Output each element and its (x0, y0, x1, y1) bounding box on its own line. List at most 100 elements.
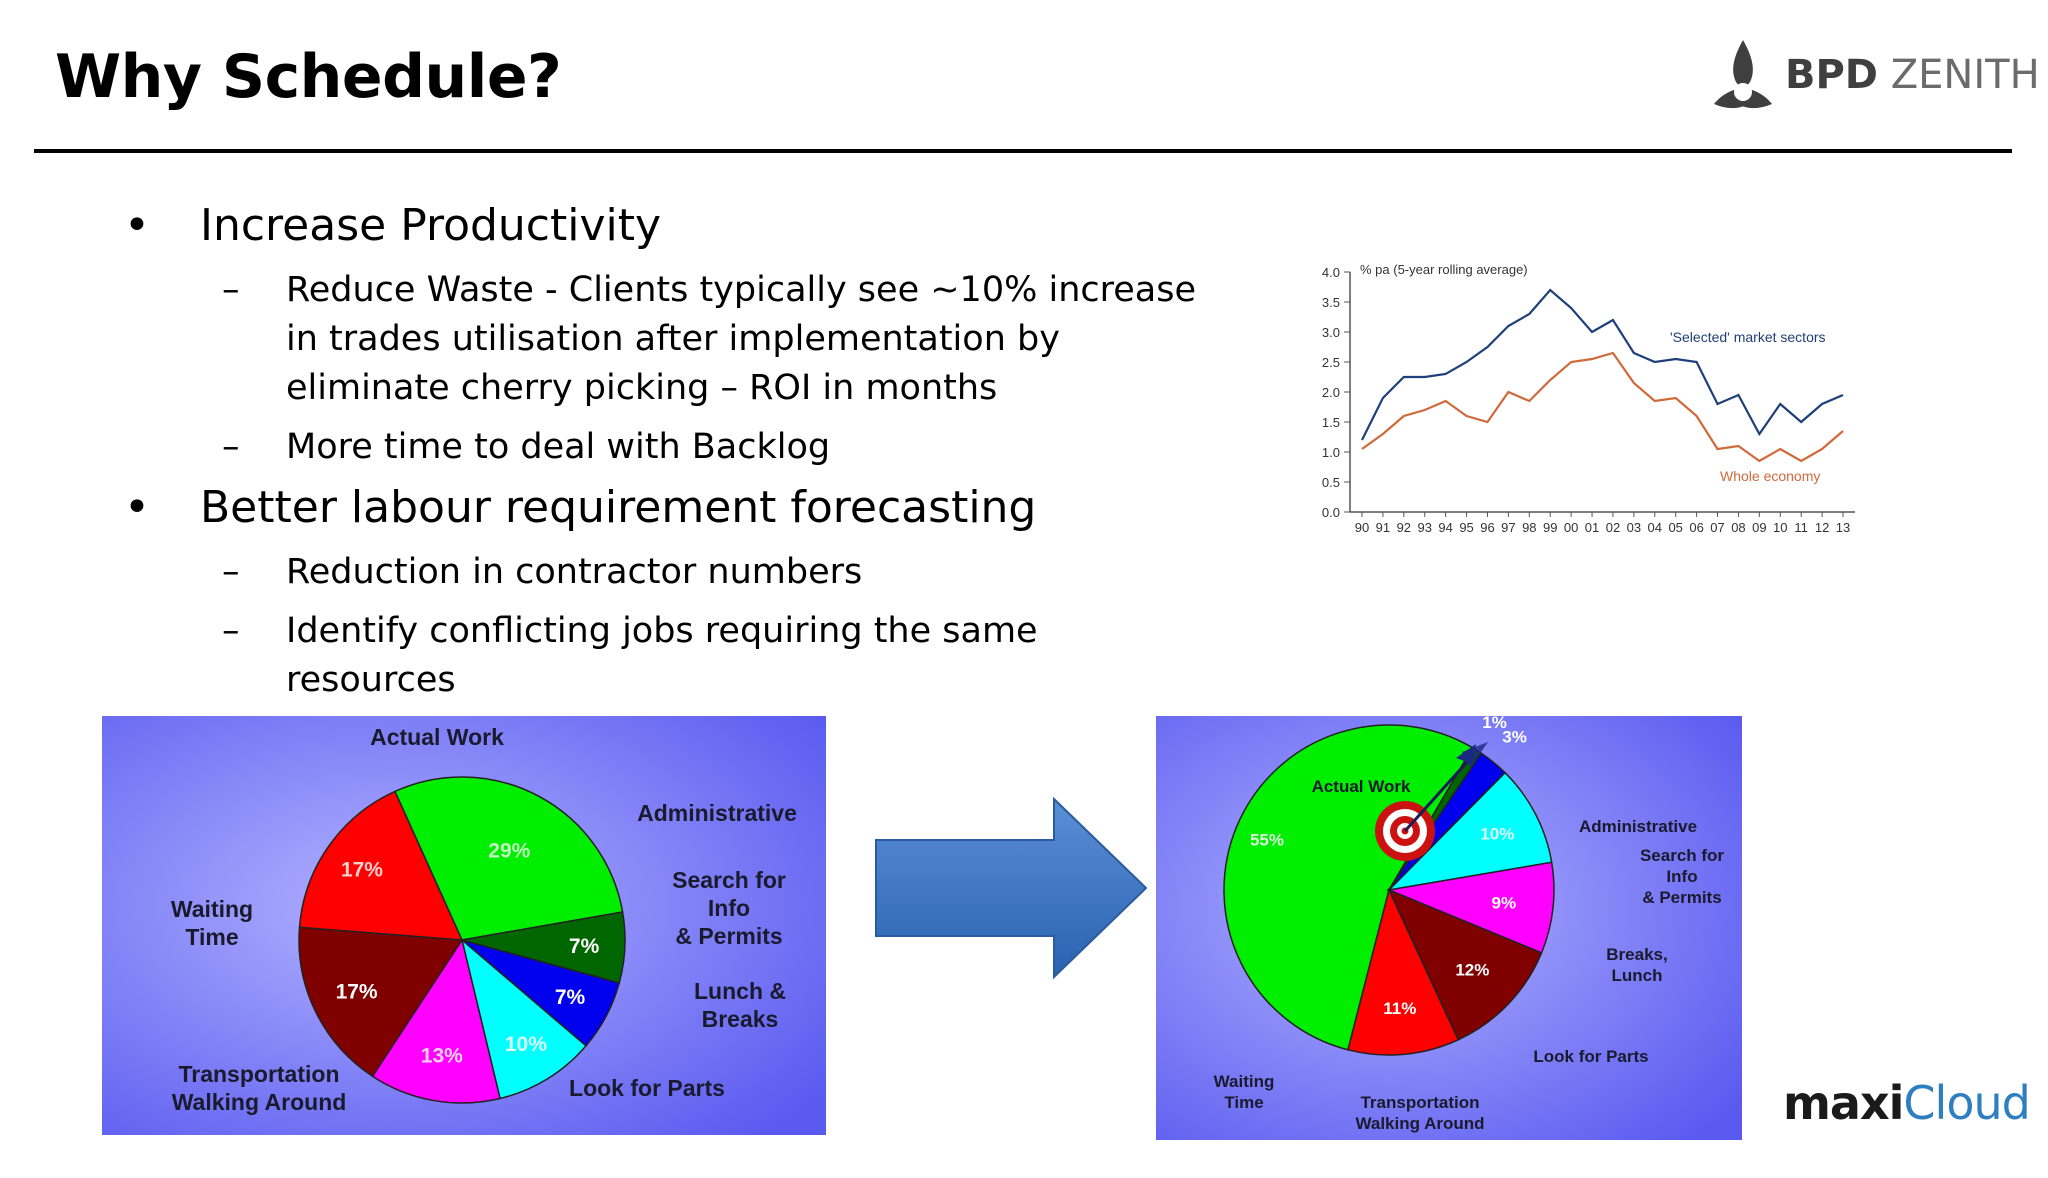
series-label: Whole economy (1720, 468, 1820, 484)
x-tick-label: 01 (1585, 520, 1599, 535)
x-tick-label: 96 (1480, 520, 1494, 535)
pie-value-label: 55% (1250, 830, 1284, 849)
pie-label-transport-line2: Walking Around (1355, 1114, 1484, 1133)
x-tick-label: 09 (1752, 520, 1766, 535)
chart-title: % pa (5-year rolling average) (1360, 262, 1528, 277)
sub-bullet-item: – More time to deal with Backlog (222, 427, 831, 467)
y-tick-label: 1.0 (1322, 445, 1340, 460)
y-tick-label: 3.0 (1322, 325, 1340, 340)
pie-slice (1347, 887, 1460, 1056)
pie-label-search-line3: & Permits (675, 923, 782, 949)
x-tick-label: 07 (1710, 520, 1724, 535)
pie-label-search-line2: Info (1666, 867, 1697, 886)
x-tick-label: 95 (1459, 520, 1473, 535)
page-title: Why Schedule? (55, 42, 562, 112)
pie-value-label: 9% (1491, 894, 1516, 913)
y-tick-label: 0.5 (1322, 475, 1340, 490)
x-tick-label: 06 (1689, 520, 1703, 535)
pie-label-waiting-line1: Waiting (1214, 1072, 1275, 1091)
x-tick-label: 97 (1501, 520, 1515, 535)
pie-slice (393, 776, 624, 941)
pie-label-waiting-line2: Time (185, 924, 238, 950)
pie-chart-before: 29% 7% 7% 10% 13% 17% 17% Actual Work Administ… (102, 716, 826, 1135)
pie-slice (1386, 861, 1555, 954)
pie-slice (298, 790, 464, 941)
y-tick-label: 0.0 (1322, 505, 1340, 520)
logo-wordmark: BPD ZENITH (1785, 52, 2040, 98)
pie-value-label: 10% (505, 1033, 547, 1056)
x-tick-label: 12 (1815, 520, 1829, 535)
sub-bullet-item: – Identify conflicting jobs requiring the… (222, 611, 1038, 700)
title-divider (34, 149, 2012, 153)
pie-label-administrative: Administrative (637, 800, 797, 826)
y-tick-label: 2.5 (1322, 355, 1340, 370)
sub-bullet-item: – Reduction in contractor numbers (222, 552, 863, 592)
x-tick-label: 94 (1438, 520, 1452, 535)
pie-value-label: 10% (1480, 824, 1514, 843)
x-tick-label: 03 (1627, 520, 1641, 535)
pie-label-transport-line1: Transportation (1360, 1093, 1479, 1112)
pie-label-lunch-line1: Lunch & (694, 978, 786, 1004)
x-tick-label: 02 (1606, 520, 1620, 535)
pie-label-actual-work: Actual Work (370, 724, 504, 750)
pie-value-label: 1% (1482, 716, 1507, 732)
x-tick-label: 98 (1522, 520, 1536, 535)
pie-label-search-line1: Search for (672, 867, 786, 893)
x-tick-label: 91 (1376, 520, 1390, 535)
pie-label-waiting-line2: Time (1224, 1093, 1263, 1112)
pie-value-label: 13% (421, 1045, 463, 1068)
x-tick-label: 00 (1564, 520, 1578, 535)
pie-label-search-line2: Info (708, 895, 750, 921)
bullet-item: • Increase Productivity (124, 200, 662, 251)
y-tick-label: 3.5 (1322, 295, 1340, 310)
pie-value-label: 3% (1502, 728, 1527, 747)
pie-label-look-for-parts: Look for Parts (569, 1075, 725, 1101)
trefoil-icon (1714, 40, 1772, 109)
pie-value-label: 12% (1455, 961, 1489, 980)
y-tick-label: 1.5 (1322, 415, 1340, 430)
pie-value-label: 11% (1383, 999, 1416, 1018)
sub-bullet-item: – Reduce Waste - Clients typically see ~1… (222, 270, 1196, 408)
pie-label-search-line1: Search for (1640, 846, 1724, 865)
x-tick-label: 13 (1836, 520, 1850, 535)
x-tick-label: 04 (1648, 520, 1662, 535)
x-tick-label: 10 (1773, 520, 1787, 535)
pie-label-breaks-line1: Breaks, (1606, 945, 1667, 964)
pie-label-breaks-line2: Lunch (1612, 966, 1663, 985)
x-tick-label: 93 (1418, 520, 1432, 535)
pie-slice (371, 938, 501, 1104)
series-line-1 (1361, 351, 1844, 463)
pie-slice (1386, 771, 1553, 892)
pie-value-label: 17% (341, 859, 383, 882)
pie-slice (298, 926, 464, 1078)
x-tick-label: 92 (1397, 520, 1411, 535)
x-tick-label: 90 (1355, 520, 1369, 535)
pie-slice (1387, 888, 1543, 1041)
pie-label-lunch-line2: Breaks (702, 1006, 779, 1032)
pie-label-search-line3: & Permits (1642, 888, 1721, 907)
maxicloud-logo: maxiCloud (1783, 1076, 2031, 1130)
pie-value-label: 7% (569, 935, 600, 958)
x-tick-label: 08 (1731, 520, 1745, 535)
pie-value-label: 17% (336, 981, 378, 1004)
y-tick-label: 2.0 (1322, 385, 1340, 400)
target-icon (1375, 742, 1488, 861)
series-label: 'Selected' market sectors (1670, 329, 1826, 345)
pie-label-transport-line2: Walking Around (172, 1089, 347, 1115)
y-tick-label: 4.0 (1322, 265, 1340, 280)
series-line-0 (1361, 288, 1844, 441)
x-tick-label: 11 (1794, 520, 1808, 535)
bullet-item: • Better labour requirement forecasting (124, 482, 1037, 533)
pie-label-waiting-line1: Waiting (171, 896, 253, 922)
pie-chart-after: 55% 1% 3% 10% 9% 12% 11% Actual Work Administr… (1156, 713, 1742, 1140)
pie-label-look-for-parts: Look for Parts (1533, 1047, 1648, 1066)
bpd-zenith-logo (1714, 40, 1772, 109)
growth-line-chart: 0.0 0.5 1.0 1.5 2.0 2.5 3.0 3.5 4.0 90 91 92 93 94 95 9… (1290, 250, 1870, 550)
pie-value-label: 7% (555, 986, 586, 1009)
pie-label-administrative: Administrative (1579, 817, 1697, 836)
pie-slice (460, 937, 588, 1100)
pie-label-actual-work: Actual Work (1312, 777, 1411, 796)
x-tick-label: 05 (1668, 520, 1682, 535)
right-arrow-icon (875, 796, 1148, 980)
x-tick-label: 99 (1543, 520, 1557, 535)
